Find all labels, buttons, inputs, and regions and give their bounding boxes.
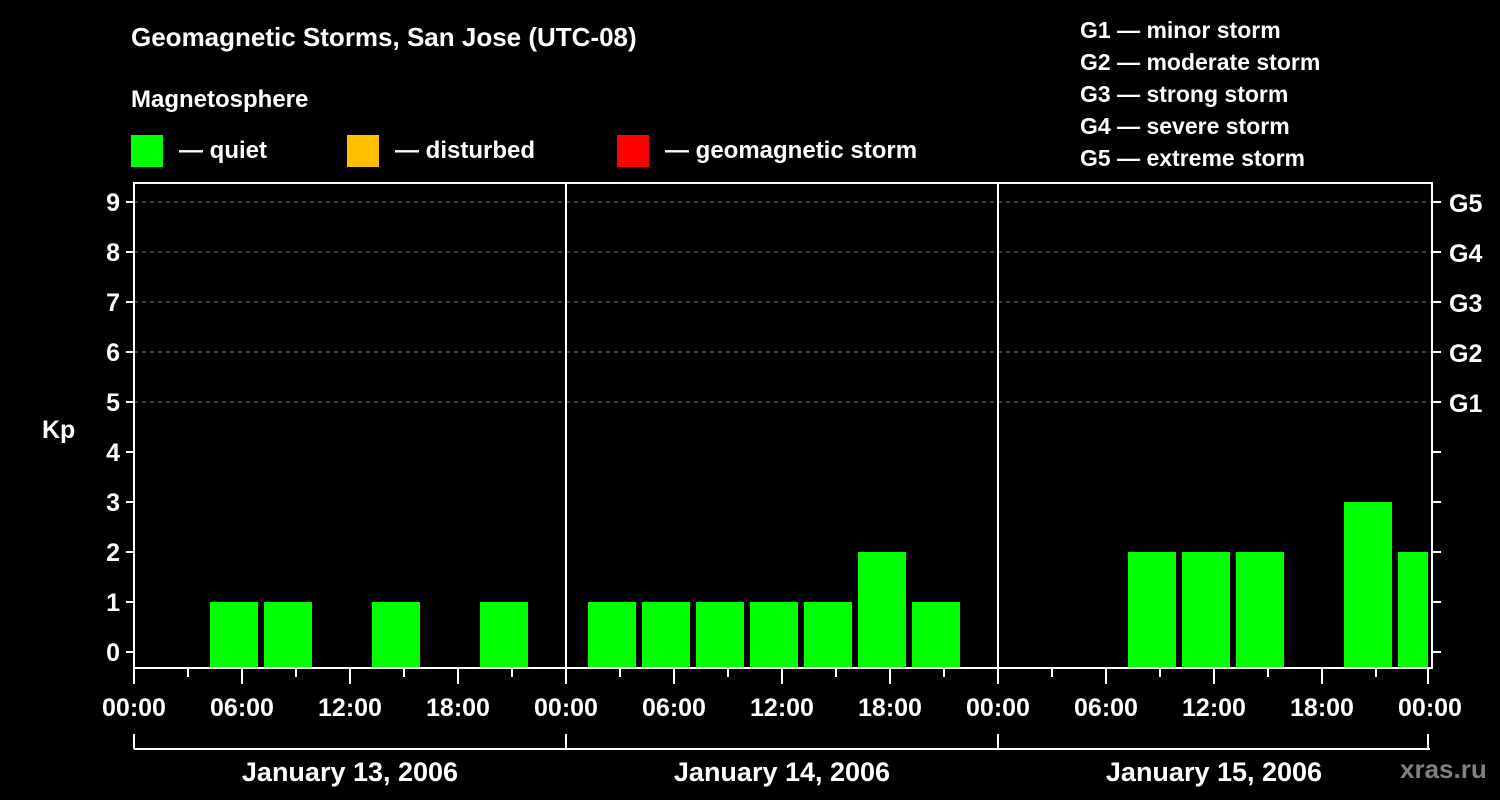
g-level-label: G2 <box>1449 340 1482 368</box>
legend-disturbed: — disturbed <box>347 134 535 167</box>
g-level-label: G1 <box>1449 390 1482 418</box>
y-axis-label: Kp <box>42 416 75 444</box>
kp-bar <box>264 602 312 668</box>
x-tick-label: 06:00 <box>210 694 274 722</box>
x-tick-label: 18:00 <box>858 694 922 722</box>
storm-swatch-icon <box>617 134 649 167</box>
y-tick-label: 0 <box>106 639 120 667</box>
g-scale-item: G5 — extreme storm <box>1080 145 1305 171</box>
kp-bar <box>750 602 798 668</box>
y-tick-label: 3 <box>106 489 120 517</box>
x-tick-label: 06:00 <box>1074 694 1138 722</box>
g-scale-item: G3 — strong storm <box>1080 81 1289 107</box>
kp-bar <box>588 602 636 668</box>
kp-bar <box>912 602 960 668</box>
date-label: January 15, 2006 <box>1106 757 1322 787</box>
x-tick-label: 00:00 <box>1398 694 1462 722</box>
kp-bar <box>1236 552 1284 668</box>
x-tick-label: 00:00 <box>102 694 166 722</box>
legend-storm-label: — geomagnetic storm <box>665 136 918 164</box>
x-tick-label: 06:00 <box>642 694 706 722</box>
kp-bar <box>480 602 528 668</box>
kp-bar <box>210 602 258 668</box>
x-tick-label: 18:00 <box>426 694 490 722</box>
date-label: January 14, 2006 <box>674 757 890 787</box>
y-tick-label: 4 <box>106 439 120 467</box>
watermark: xras.ru <box>1400 754 1487 784</box>
g-level-label: G3 <box>1449 290 1482 318</box>
chart-title: Geomagnetic Storms, San Jose (UTC-08) <box>131 22 637 52</box>
legend-quiet-label: — quiet <box>179 136 267 164</box>
y-tick-label: 6 <box>106 339 120 367</box>
kp-bar <box>372 602 420 668</box>
kp-bar <box>804 602 852 668</box>
x-tick-label: 12:00 <box>1182 694 1246 722</box>
g-level-label: G4 <box>1449 240 1482 268</box>
g-scale-legend: G1 — minor storm G2 — moderate storm G3 … <box>1080 14 1320 174</box>
x-tick-label: 00:00 <box>534 694 598 722</box>
disturbed-swatch-icon <box>347 134 379 167</box>
kp-bar <box>696 602 744 668</box>
x-tick-label: 00:00 <box>966 694 1030 722</box>
g-level-label: G5 <box>1449 190 1482 218</box>
x-tick-label: 18:00 <box>1290 694 1354 722</box>
y-tick-label: 1 <box>106 589 120 617</box>
legend-quiet: — quiet <box>131 134 267 167</box>
y-tick-label: 7 <box>106 289 120 317</box>
y-tick-label: 9 <box>106 189 120 217</box>
x-tick-label: 12:00 <box>750 694 814 722</box>
legend-storm: — geomagnetic storm <box>617 134 917 167</box>
quiet-swatch-icon <box>131 134 163 167</box>
g-scale-item: G1 — minor storm <box>1080 17 1281 43</box>
kp-bar <box>1398 552 1428 668</box>
g-scale-item: G2 — moderate storm <box>1080 49 1321 75</box>
y-tick-label: 5 <box>106 389 120 417</box>
legend-disturbed-label: — disturbed <box>395 136 536 164</box>
date-label: January 13, 2006 <box>242 757 458 787</box>
y-tick-label: 2 <box>106 539 120 567</box>
chart-subtitle: Magnetosphere <box>131 86 309 113</box>
kp-bar <box>1182 552 1230 668</box>
kp-bar <box>642 602 690 668</box>
kp-bar <box>858 552 906 668</box>
kp-bar <box>1128 552 1176 668</box>
g-scale-item: G4 — severe storm <box>1080 113 1290 139</box>
x-tick-label: 12:00 <box>318 694 382 722</box>
y-tick-label: 8 <box>106 239 120 267</box>
kp-bar <box>1344 502 1392 668</box>
